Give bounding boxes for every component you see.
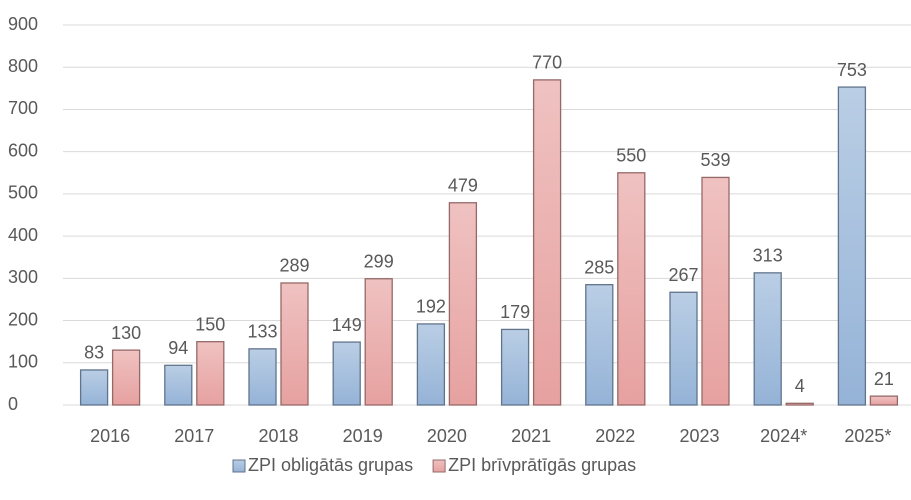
bar — [869, 395, 899, 406]
data-label: 179 — [500, 302, 530, 322]
y-tick-label: 900 — [8, 14, 38, 34]
data-label: 285 — [584, 257, 614, 277]
bar — [837, 86, 867, 406]
x-tick-label: 2021 — [511, 426, 551, 446]
y-tick-label: 100 — [8, 352, 38, 372]
data-label: 539 — [700, 150, 730, 170]
x-tick-label: 2023 — [679, 426, 719, 446]
data-label: 299 — [364, 252, 394, 272]
bar — [196, 341, 225, 406]
data-label: 21 — [874, 369, 894, 389]
data-label: 550 — [616, 146, 646, 166]
data-label: 267 — [668, 265, 698, 285]
data-label: 313 — [753, 246, 783, 266]
bar — [701, 176, 730, 406]
data-label: 4 — [795, 376, 805, 396]
bar — [532, 79, 562, 406]
legend-label: ZPI brīvprātīgās grupas — [448, 455, 636, 475]
x-tick-label: 2024* — [760, 426, 807, 446]
bar — [332, 341, 361, 406]
bar — [500, 328, 530, 406]
data-label: 479 — [448, 176, 478, 196]
bar — [785, 402, 814, 406]
y-tick-label: 600 — [8, 140, 38, 160]
bar — [164, 364, 193, 406]
y-tick-label: 700 — [8, 98, 38, 118]
data-label: 133 — [247, 322, 277, 342]
data-label: 753 — [837, 60, 867, 80]
x-tick-label: 2018 — [258, 426, 298, 446]
y-tick-label: 500 — [8, 183, 38, 203]
bar — [416, 323, 446, 406]
x-tick-label: 2025* — [844, 426, 891, 446]
bar — [79, 369, 109, 406]
bar — [280, 282, 309, 406]
bar — [111, 349, 141, 406]
bar — [617, 172, 646, 406]
legend-label: ZPI obligātās grupas — [248, 455, 413, 475]
x-tick-label: 2022 — [595, 426, 635, 446]
data-label: 192 — [416, 297, 446, 317]
data-label: 83 — [84, 343, 104, 363]
y-tick-label: 800 — [8, 56, 38, 76]
data-label: 94 — [168, 338, 188, 358]
y-tick-label: 200 — [8, 309, 38, 329]
y-tick-label: 300 — [8, 267, 38, 287]
legend-swatch — [232, 459, 246, 473]
data-label: 150 — [195, 314, 225, 334]
legend-swatch — [432, 459, 446, 473]
bar — [585, 284, 614, 406]
x-tick-label: 2020 — [427, 426, 467, 446]
x-tick-label: 2016 — [90, 426, 130, 446]
x-tick-label: 2017 — [174, 426, 214, 446]
data-label: 289 — [279, 256, 309, 276]
data-label: 149 — [332, 315, 362, 335]
y-tick-label: 0 — [8, 394, 18, 414]
bar — [669, 291, 698, 406]
data-label: 770 — [532, 53, 562, 73]
bar — [248, 348, 277, 406]
x-tick-label: 2019 — [343, 426, 383, 446]
y-tick-label: 400 — [8, 225, 38, 245]
bar — [753, 272, 782, 406]
bar — [364, 278, 393, 406]
data-label: 130 — [111, 323, 141, 343]
bar — [448, 202, 478, 406]
